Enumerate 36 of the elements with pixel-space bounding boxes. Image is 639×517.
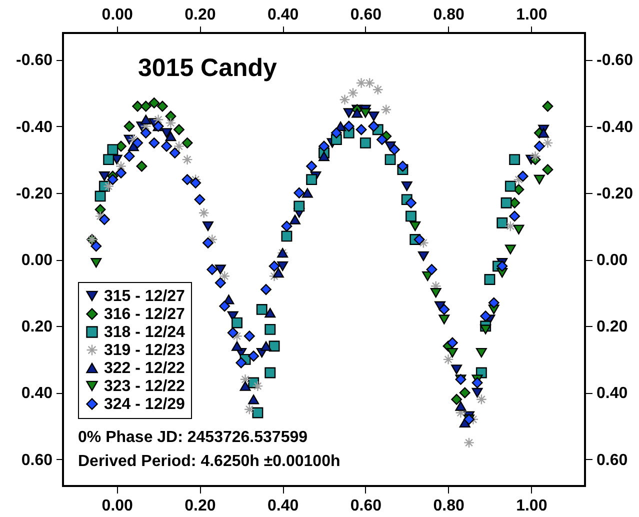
- y2-tick-label: 0.40: [596, 385, 628, 402]
- legend-label: 318 - 12/24: [104, 324, 186, 341]
- y-tick-label: 0.60: [21, 452, 53, 469]
- legend-label: 322 - 12/22: [104, 360, 186, 377]
- y-tick-label: 0.00: [21, 252, 53, 269]
- legend-label: 323 - 12/22: [104, 378, 186, 395]
- y2-tick-label: -0.60: [596, 52, 634, 70]
- x2-tick-label: 1.00: [516, 498, 548, 514]
- x-tick-label: 0.80: [433, 6, 464, 24]
- legend-label: 316 - 12/27: [104, 306, 186, 323]
- x-tick-label: 0.40: [268, 6, 299, 24]
- legend-label: 319 - 12/23: [104, 342, 186, 359]
- y2-tick-label: 0.00: [596, 252, 628, 269]
- annotation: 0% Phase JD: 2453726.537599: [78, 429, 308, 446]
- y2-tick-label: 0.60: [596, 452, 628, 469]
- y2-tick-label: -0.20: [596, 185, 634, 202]
- y-tick-label: -0.40: [16, 118, 53, 136]
- annotation: Derived Period: 4.6250h ±0.00100h: [78, 453, 340, 470]
- x-tick-label: 0.00: [102, 6, 134, 24]
- x2-tick-label: 0.60: [350, 498, 382, 514]
- y-tick-label: 0.20: [21, 318, 53, 336]
- y2-tick-label: 0.20: [596, 318, 628, 336]
- legend-label: 315 - 12/27: [104, 288, 186, 305]
- y2-tick-label: -0.40: [596, 118, 634, 136]
- x2-tick-label: 0.00: [102, 498, 134, 514]
- legend-label: 324 - 12/29: [104, 396, 186, 413]
- x2-tick-label: 0.40: [268, 498, 299, 514]
- text: 3015 Candy: [138, 54, 278, 82]
- x-tick-label: 0.20: [184, 6, 216, 24]
- x-tick-label: 0.60: [350, 6, 382, 24]
- x-tick-label: 1.00: [516, 6, 548, 24]
- y-tick-label: -0.20: [16, 185, 53, 202]
- x2-tick-label: 0.80: [433, 498, 464, 514]
- x2-tick-label: 0.20: [184, 498, 216, 514]
- y-tick-label: 0.40: [21, 385, 53, 402]
- y-tick-label: -0.60: [16, 52, 53, 70]
